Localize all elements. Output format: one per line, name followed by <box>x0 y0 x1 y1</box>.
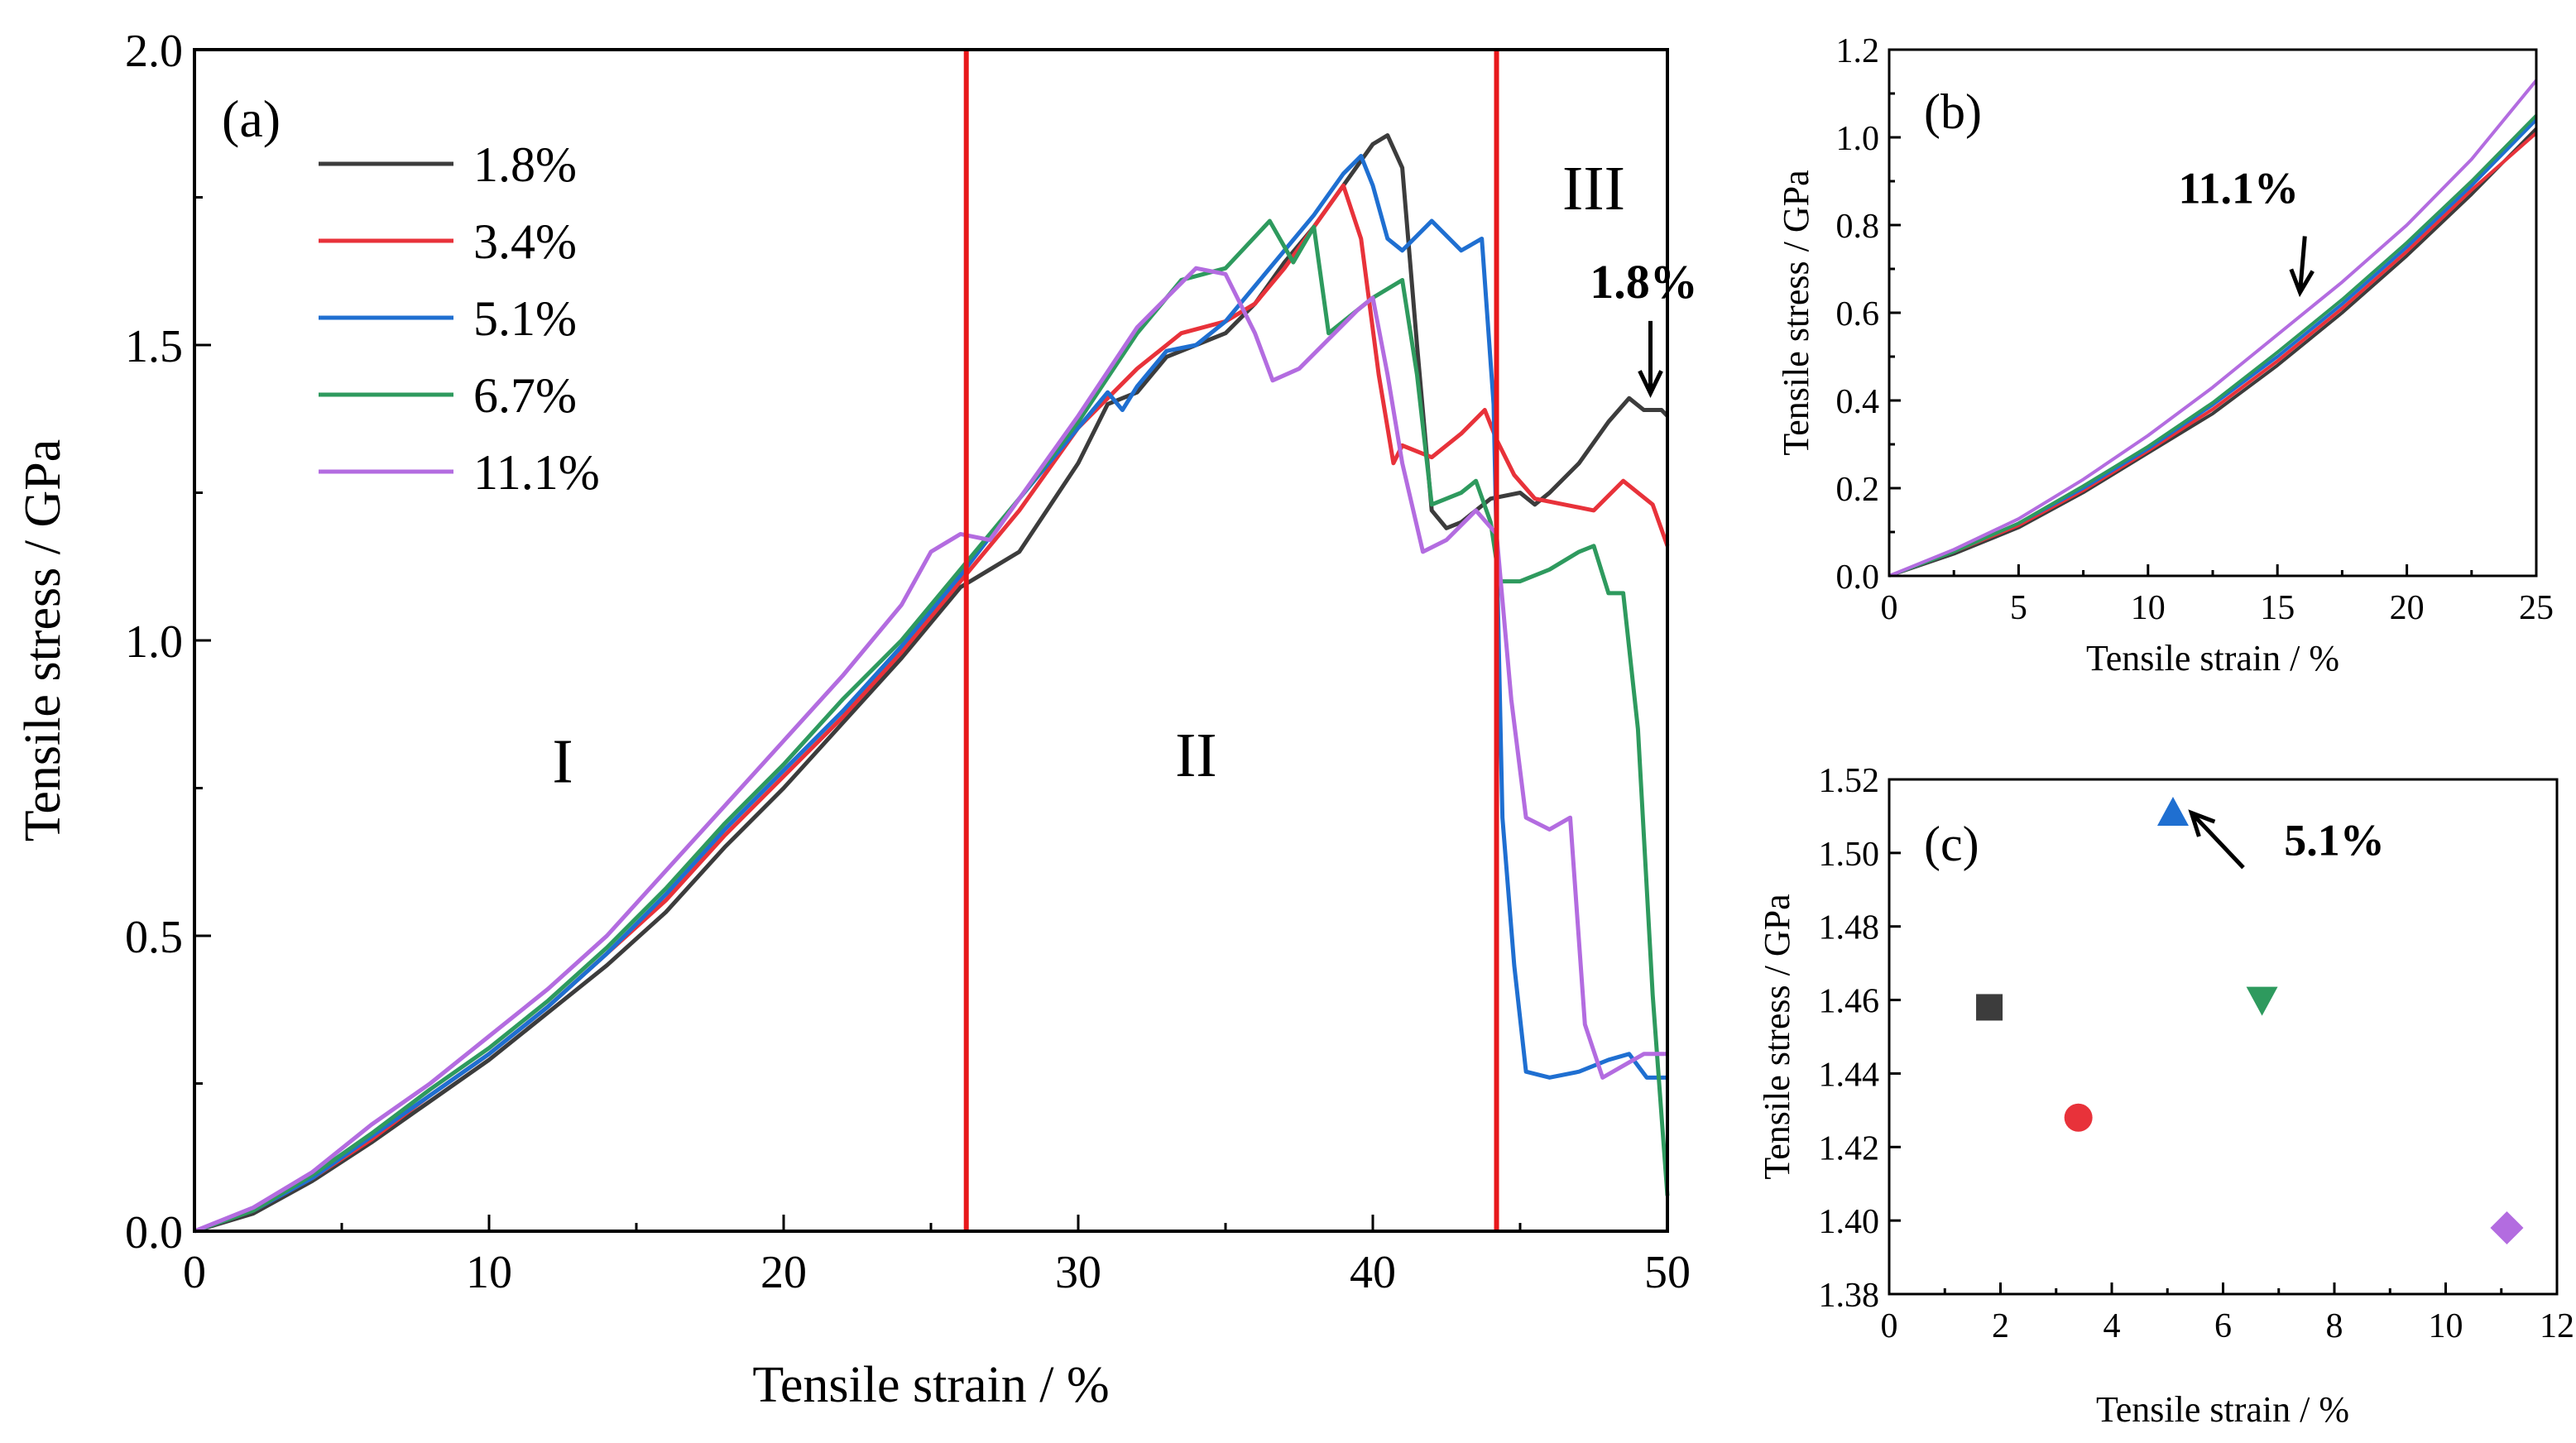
panel-a0-y-tick-label: 1.5 <box>125 321 183 372</box>
panel-b-frame <box>1888 48 2538 578</box>
panel-a0-x-tick-label: 30 <box>1055 1247 1101 1298</box>
panel-b1-y-tick-label: 0.8 <box>1836 208 1880 246</box>
panel-b1-y-tick-label: 0.4 <box>1836 383 1880 421</box>
panel-b: 0 5 10 15 20 25 0.0 0.2 0.4 0.6 0.8 1.0 1.2 (b) 11.… <box>1776 32 2554 678</box>
panel-a-series-line-3 <box>194 218 1670 1234</box>
panel-b1-y-tick-label: 1.0 <box>1836 120 1880 158</box>
panel-a-y-ticks: 0.0 0.5 1.0 1.5 2.0 <box>125 26 211 1258</box>
panel-a-annotation: 1.8% <box>1590 255 1698 399</box>
panel-c-y-tick-label: 1.46 <box>1819 983 1880 1021</box>
panel-c-x-ticks: 0 2 4 6 8 10 12 <box>1881 1282 2574 1345</box>
panel-b-annotation-label: 11.1% <box>2179 164 2300 213</box>
panel-c-annotation: 5.1% <box>2188 809 2385 870</box>
panel-c-tag: (c) <box>1924 817 1979 871</box>
panel-a0-y-tick-label: 1.0 <box>125 616 183 668</box>
panel-c-y-axis-label: Tensile stress / GPa <box>1757 894 1797 1179</box>
panel-c-annotation-arrow-head <box>2188 809 2216 837</box>
panel-b-series-line-4 <box>1888 79 2538 578</box>
panel-b1-y-tick-label: 0.2 <box>1836 471 1880 509</box>
region-label-0: I <box>552 726 573 796</box>
panel-a-series-line-4 <box>194 266 1667 1234</box>
panel-a-series-line-0 <box>194 133 1669 1234</box>
panel-c-point-triangle-down <box>2246 986 2278 1016</box>
panel-a0-x-tick-label: 40 <box>1350 1247 1396 1298</box>
panel-b-annotation: 11.1% <box>2179 164 2315 298</box>
panel-a-region-dividers <box>963 50 1499 1231</box>
panel-b1-y-tick-label: 1.2 <box>1836 32 1880 70</box>
panel-a-annotation-label: 1.8% <box>1590 255 1698 309</box>
panel-a-tag: (a) <box>222 89 281 148</box>
panel-a-series-line-1 <box>194 183 1670 1234</box>
panel-a-frame <box>193 48 1669 1233</box>
panel-b1-y-tick-label: 0.0 <box>1836 559 1880 597</box>
panel-c-x-tick-label: 4 <box>2103 1307 2121 1345</box>
panel-c-x-tick-label: 6 <box>2214 1307 2232 1345</box>
panel-b-x-ticks: 0 5 10 15 20 25 <box>1881 564 2554 627</box>
panel-b1-x-tick-label: 0 <box>1881 589 1898 627</box>
panel-a0-y-tick-label: 0.5 <box>125 912 183 963</box>
panel-a0-x-tick-label: 20 <box>760 1247 807 1298</box>
panel-a0-y-tick-label: 0.0 <box>125 1207 183 1258</box>
panel-c: 0 2 4 6 8 10 12 1.381.401.421.441.461.481.501.… <box>1757 762 2574 1430</box>
panel-b-annotation-arrow-shaft <box>2297 236 2307 293</box>
panel-a-x-ticks: 0 10 20 30 40 50 <box>183 1215 1691 1298</box>
panel-b-annotation-arrow-head <box>2289 268 2315 298</box>
panel-c-point-square <box>1976 994 2003 1021</box>
panel-c-y-tick-label: 1.44 <box>1819 1056 1880 1094</box>
legend-label-1: 3.4% <box>473 214 577 269</box>
panel-c-point-diamond <box>2490 1211 2524 1245</box>
legend: 1.8% 3.4% 5.1% 6.7% 11.1% <box>319 137 600 500</box>
panel-c-y-tick-label: 1.38 <box>1819 1277 1880 1315</box>
region-label-1: II <box>1175 721 1217 790</box>
panel-b-series-line-3 <box>1888 114 2538 578</box>
panel-c-annotation-label: 5.1% <box>2284 816 2385 865</box>
panel-a0-x-tick-label: 50 <box>1644 1247 1691 1298</box>
legend-label-0: 1.8% <box>473 137 577 192</box>
panel-c-x-axis-label: Tensile strain / % <box>2096 1389 2349 1430</box>
panel-c-x-tick-label: 12 <box>2540 1307 2574 1345</box>
panel-b-y-axis-label: Tensile stress / GPa <box>1776 170 1816 455</box>
panel-c-annotation-arrow-shaft <box>2190 811 2245 870</box>
panel-c-x-tick-label: 2 <box>1992 1307 2009 1345</box>
panel-a-series <box>194 133 1670 1234</box>
panel-a0-x-tick-label: 0 <box>183 1247 206 1298</box>
panel-b1-x-tick-label: 15 <box>2260 589 2295 627</box>
panel-c-point-circle <box>2064 1103 2093 1132</box>
panel-b-series <box>1888 79 2538 578</box>
region-label-2: III <box>1562 154 1625 223</box>
panel-c-y-tick-label: 1.48 <box>1819 909 1880 947</box>
panel-c-point-triangle-up <box>2156 796 2189 826</box>
panel-a-series-line-2 <box>194 154 1667 1234</box>
panel-c-x-tick-label: 0 <box>1881 1307 1898 1345</box>
panel-c-y-tick-label: 1.52 <box>1819 762 1880 800</box>
legend-label-4: 11.1% <box>473 445 600 500</box>
panel-a-x-axis-label: Tensile strain / % <box>752 1357 1109 1413</box>
panel-c-y-ticks: 1.38 1.40 1.42 1.44 1.46 1.48 1.50 1.52 <box>1819 762 1901 1315</box>
legend-label-3: 6.7% <box>473 368 577 423</box>
panel-b1-x-tick-label: 5 <box>2010 589 2027 627</box>
panel-b1-x-tick-label: 10 <box>2131 589 2166 627</box>
panel-b-y-ticks: 0.0 0.2 0.4 0.6 0.8 1.0 1.2 <box>1836 32 1901 597</box>
panel-a0-y-tick-label: 2.0 <box>125 26 183 77</box>
panel-c-frame <box>1888 778 2559 1296</box>
panel-c-y-tick-label: 1.42 <box>1819 1129 1880 1167</box>
panel-c-x-tick-label: 10 <box>2429 1307 2463 1345</box>
panel-c-x-tick-label: 8 <box>2326 1307 2343 1345</box>
panel-a-y-axis-label: Tensile stress / GPa <box>15 439 71 841</box>
panel-a-annotation-arrow-head <box>1638 370 1663 399</box>
legend-label-2: 5.1% <box>473 291 577 346</box>
panel-c-y-tick-label: 1.50 <box>1819 836 1880 874</box>
panel-b1-x-tick-label: 25 <box>2519 589 2554 627</box>
panel-c-y-tick-label: 1.40 <box>1819 1203 1880 1241</box>
panel-a0-x-tick-label: 10 <box>466 1247 512 1298</box>
panel-b-x-axis-label: Tensile strain / % <box>2086 638 2339 678</box>
panel-b1-y-tick-label: 0.6 <box>1836 295 1880 333</box>
panel-b1-x-tick-label: 20 <box>2390 589 2425 627</box>
panel-a: 0 10 20 30 40 50 0.0 0.5 1.0 1.5 2.0 (a) 1.8% 3.4%… <box>15 26 1698 1413</box>
panel-c-points <box>1976 796 2524 1245</box>
panel-b-tag: (b) <box>1924 84 1982 139</box>
panel-b-series-line-0 <box>1888 127 2538 578</box>
